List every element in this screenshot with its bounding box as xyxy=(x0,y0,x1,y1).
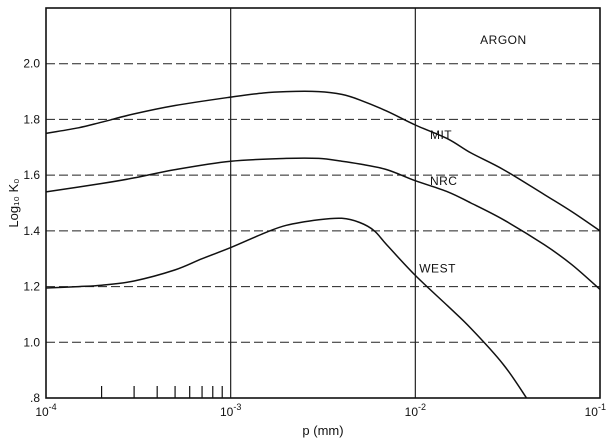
tick-labels: .8 1.0 1.2 1.4 1.6 1.8 2.0 10-4 10-3 10-2 10-1 xyxy=(23,57,606,419)
series-labels: MIT NRC WEST ARGON xyxy=(419,33,526,275)
y-tick-label: 1.2 xyxy=(23,280,40,294)
y-tick-label: .8 xyxy=(30,391,40,405)
x-axis-label: p (mm) xyxy=(302,423,343,438)
x-tick-label: 10-4 xyxy=(35,402,56,419)
grid-lines xyxy=(46,8,600,398)
y-tick-label: 1.0 xyxy=(23,335,40,349)
plot-frame xyxy=(45,7,601,399)
series-lines xyxy=(45,90,601,399)
y-tick-label: 1.6 xyxy=(23,168,40,182)
series-line-mit xyxy=(45,90,601,232)
y-tick-label: 1.8 xyxy=(23,112,40,126)
series-label-nrc: NRC xyxy=(430,174,458,188)
series-line-west xyxy=(45,217,528,399)
minor-ticks xyxy=(100,386,223,398)
annotation-label: ARGON xyxy=(480,33,527,47)
x-tick-label: 10-3 xyxy=(220,402,241,419)
series-label-mit: MIT xyxy=(430,128,452,142)
x-tick-label: 10-1 xyxy=(585,402,606,419)
series-line-nrc xyxy=(45,157,601,290)
y-tick-label: 1.4 xyxy=(23,224,40,238)
series-label-west: WEST xyxy=(419,262,456,276)
y-tick-label: 2.0 xyxy=(23,57,40,71)
y-axis-label: Log₁₀ K₀ xyxy=(6,178,21,227)
x-tick-label: 10-2 xyxy=(405,402,426,419)
